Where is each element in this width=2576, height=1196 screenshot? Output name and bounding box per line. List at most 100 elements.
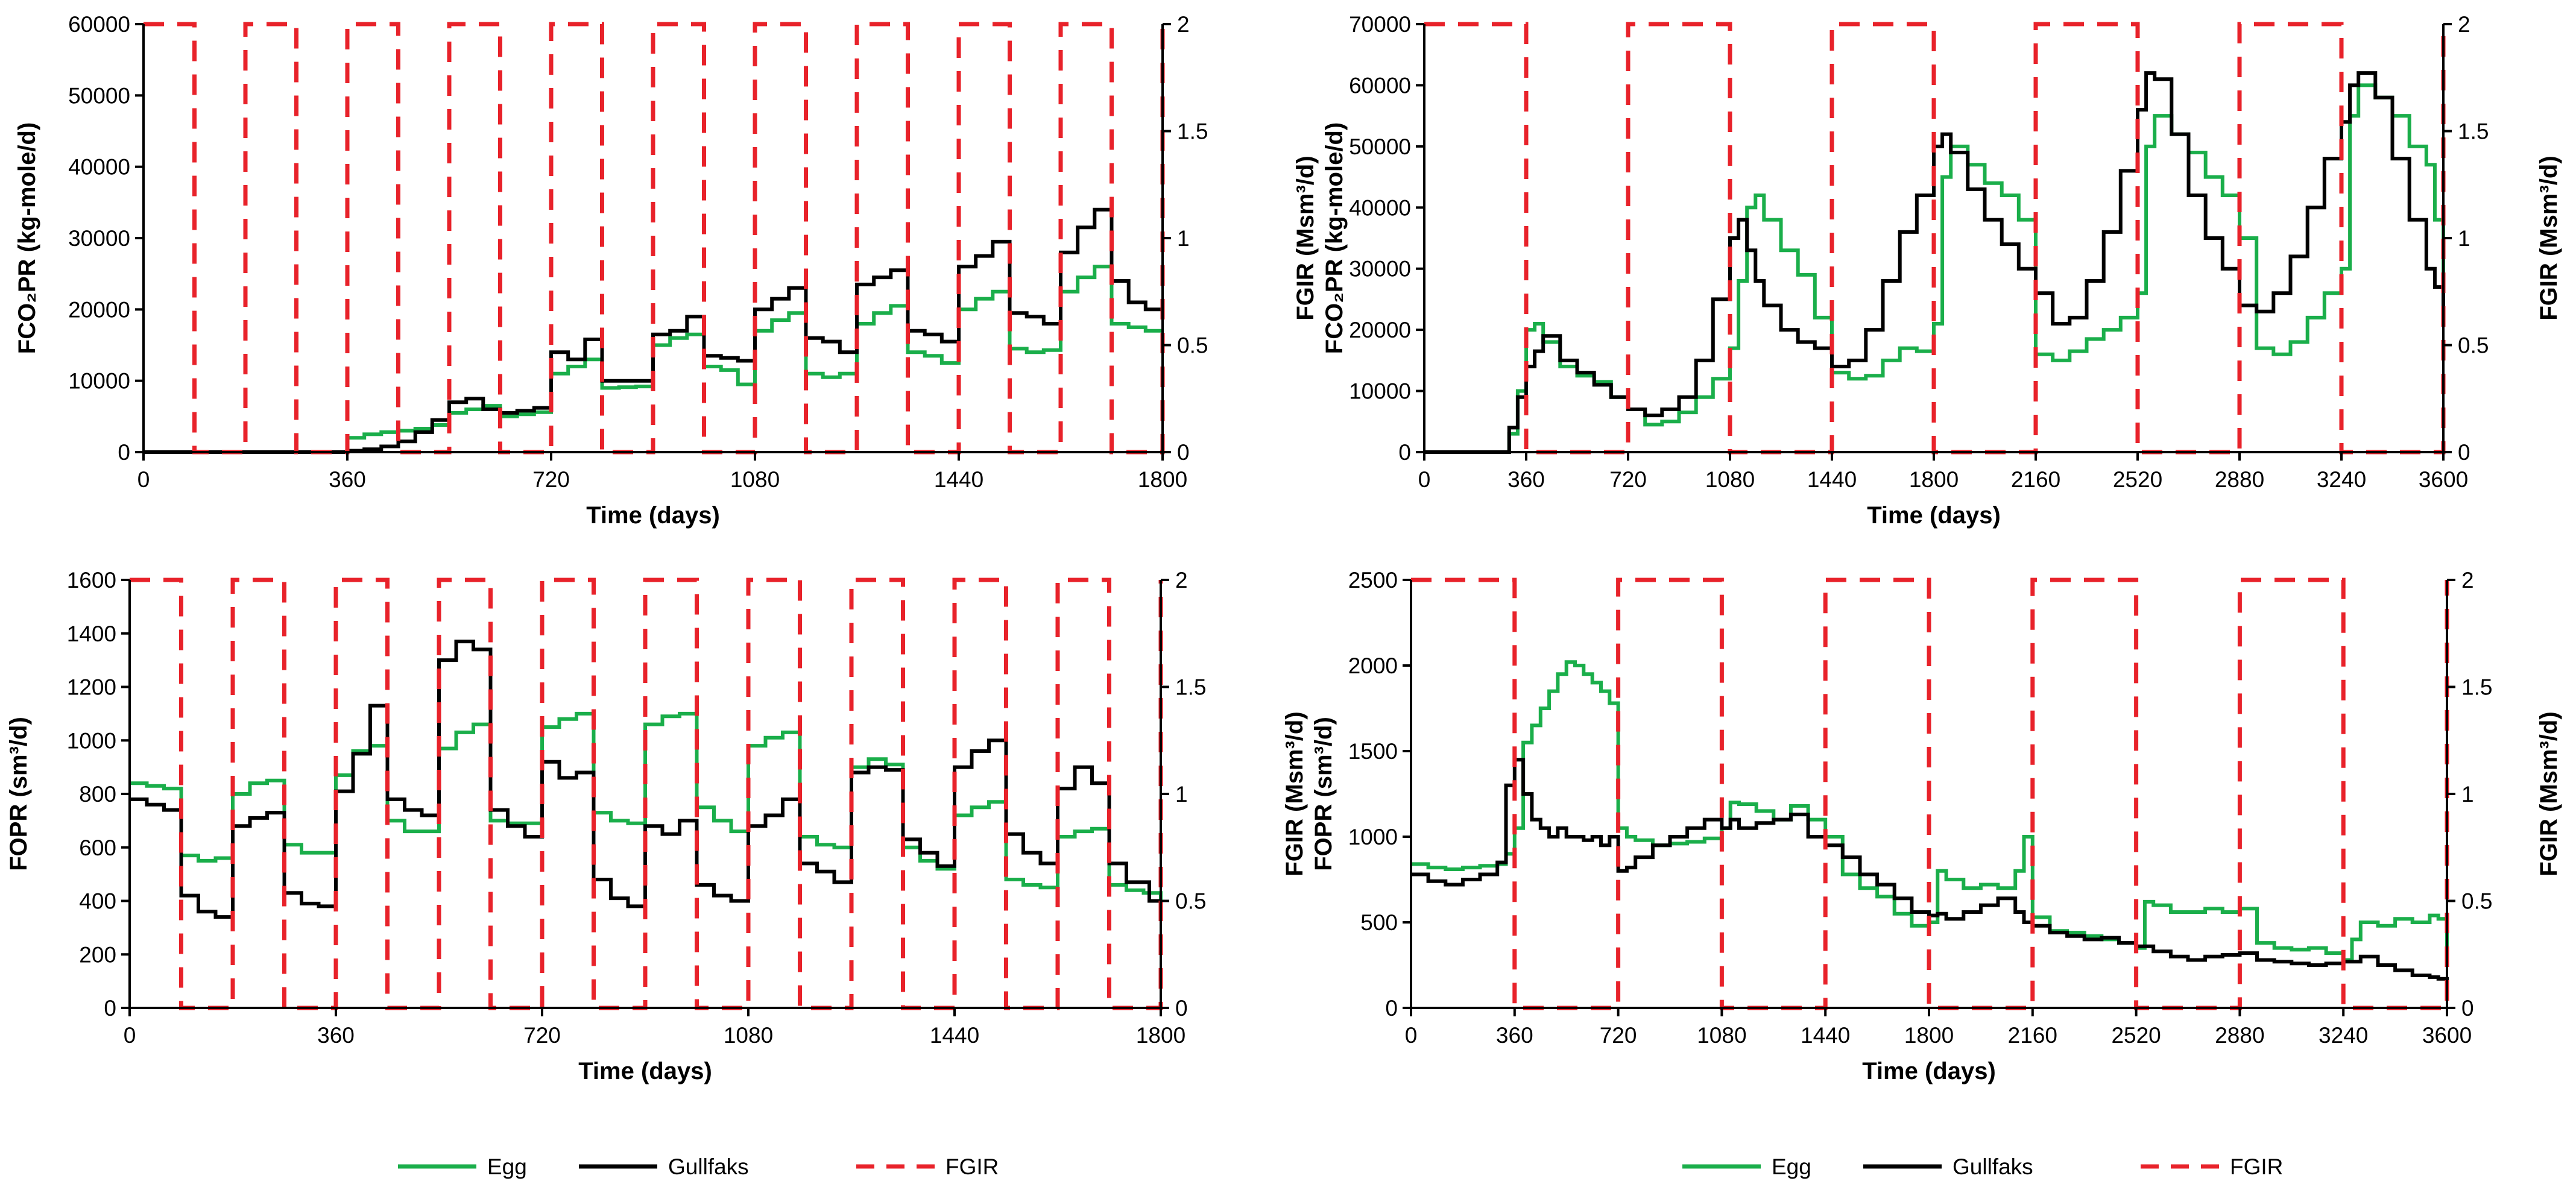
series-line-fgir	[1411, 578, 2449, 1010]
y-tick-label: 50000	[1349, 134, 1411, 159]
x-tick-label: 1440	[1801, 1023, 1850, 1048]
x-tick-label: 1800	[1909, 467, 1959, 492]
y-axis-label: FCO₂PR (kg-mole/d)	[1321, 122, 1348, 354]
series-line-fgir	[130, 578, 1163, 1010]
series-line-egg	[130, 711, 1163, 901]
y-tick-label: 1400	[67, 622, 116, 646]
y2-tick-label: 1.5	[2461, 675, 2492, 700]
legend-label-egg: Egg	[1772, 1154, 1811, 1179]
series-line-gullfaks	[144, 207, 1164, 454]
x-axis-label: Time (days)	[1862, 1058, 1996, 1084]
y2-axis-label: FGIR (Msm³/d)	[2536, 156, 2562, 320]
y-tick-label: 0	[1398, 440, 1411, 465]
x-tick-label: 3600	[2422, 1023, 2472, 1048]
chart-co2-production-3600: 0 360 720 1080 1440 1800 2160 2520 2880 3240 36000…	[1292, 12, 2562, 529]
legend-right: Egg Gullfaks FGIR	[1682, 1154, 2283, 1179]
y2-tick-label: 0.5	[1175, 889, 1206, 914]
y2-tick-label: 2	[2458, 12, 2470, 37]
y2-tick-label: 1	[1175, 782, 1188, 807]
y2-tick-label: 1	[2458, 226, 2470, 251]
y-tick-label: 20000	[1349, 318, 1411, 342]
x-tick-label: 3240	[2317, 467, 2366, 492]
chart-co2-production-1800: 0 360 720 1080 1440 1800010000200003000040000…	[14, 12, 1208, 529]
x-tick-label: 1080	[730, 467, 780, 492]
y-tick-label: 1500	[1348, 739, 1398, 764]
y-tick-label: 60000	[68, 12, 130, 37]
y2-tick-label: 0	[2458, 440, 2470, 465]
x-tick-label: 720	[532, 467, 570, 492]
x-tick-label: 2160	[2008, 1023, 2057, 1048]
y2-tick-label: 0	[2461, 996, 2474, 1021]
x-tick-label: 360	[329, 467, 366, 492]
y-tick-label: 200	[79, 942, 116, 967]
y-tick-label: 40000	[68, 155, 130, 180]
y-tick-label: 1200	[67, 675, 116, 700]
y-axis-label: FOPR (sm³/d)	[5, 717, 32, 871]
y2-tick-label: 0	[1175, 996, 1188, 1021]
y2-tick-label: 0.5	[2458, 333, 2489, 358]
y-tick-label: 1600	[67, 568, 116, 593]
series-line-fgir	[1424, 22, 2446, 455]
x-tick-label: 2520	[2111, 1023, 2161, 1048]
y-tick-label: 2000	[1348, 653, 1398, 678]
y2-tick-label: 1	[1177, 226, 1190, 251]
x-tick-label: 3240	[2319, 1023, 2368, 1048]
y-tick-label: 70000	[1349, 12, 1411, 37]
x-tick-label: 0	[1418, 467, 1431, 492]
y-tick-label: 10000	[1349, 379, 1411, 404]
x-tick-label: 0	[124, 1023, 136, 1048]
y2-tick-label: 0.5	[2461, 889, 2492, 914]
x-tick-label: 3600	[2419, 467, 2468, 492]
x-tick-label: 2520	[2113, 467, 2162, 492]
y-axis-label: FGIR (Msm³/d)	[1281, 711, 1308, 876]
y2-tick-label: 0	[1177, 440, 1190, 465]
y2-tick-label: 1.5	[1177, 119, 1208, 144]
y-tick-label: 1000	[67, 728, 116, 753]
x-tick-label: 1800	[1904, 1023, 1954, 1048]
y-tick-label: 60000	[1349, 73, 1411, 98]
x-axis-label: Time (days)	[578, 1058, 712, 1084]
x-tick-label: 720	[1600, 1023, 1637, 1048]
y2-tick-label: 2	[1175, 568, 1188, 593]
y2-tick-label: 0.5	[1177, 333, 1208, 358]
x-tick-label: 1800	[1136, 1023, 1185, 1048]
x-axis-label: Time (days)	[1867, 502, 2001, 529]
x-axis-label: Time (days)	[586, 502, 720, 529]
y2-axis-label: FGIR (Msm³/d)	[2536, 711, 2562, 876]
y-tick-label: 0	[1385, 996, 1398, 1021]
x-tick-label: 720	[523, 1023, 561, 1048]
x-tick-label: 0	[1405, 1023, 1418, 1048]
legend-label-gullfaks: Gullfaks	[668, 1154, 749, 1179]
x-tick-label: 2880	[2215, 467, 2264, 492]
y2-tick-label: 1.5	[2458, 119, 2489, 144]
y-tick-label: 2500	[1348, 568, 1398, 593]
chart-oil-production-3600: 0 360 720 1080 1440 1800 2160 2520 2880 3240 36000…	[1281, 568, 2562, 1084]
legend-label-gullfaks: Gullfaks	[1953, 1154, 2033, 1179]
legend-label-fgir: FGIR	[945, 1154, 999, 1179]
x-tick-label: 720	[1609, 467, 1647, 492]
y2-tick-label: 1.5	[1175, 675, 1206, 700]
y-tick-label: 0	[104, 996, 116, 1021]
y2-tick-label: 1	[2461, 782, 2474, 807]
x-tick-label: 360	[317, 1023, 355, 1048]
y-tick-label: 40000	[1349, 195, 1411, 220]
y-tick-label: 0	[118, 440, 130, 465]
y-axis-label: FOPR (sm³/d)	[1310, 717, 1337, 871]
series-line-gullfaks	[1411, 758, 2449, 981]
legend-left: Egg Gullfaks FGIR	[398, 1154, 999, 1179]
y2-tick-label: 2	[1177, 12, 1190, 37]
x-tick-label: 1440	[930, 1023, 979, 1048]
y-tick-label: 400	[79, 889, 116, 914]
y-tick-label: 1000	[1348, 825, 1398, 849]
x-tick-label: 1440	[934, 467, 983, 492]
x-tick-label: 1800	[1138, 467, 1187, 492]
y2-tick-label: 2	[2461, 568, 2474, 593]
x-tick-label: 2160	[2011, 467, 2060, 492]
y-tick-label: 30000	[68, 226, 130, 251]
series-line-egg	[1411, 660, 2449, 962]
x-tick-label: 1080	[1697, 1023, 1746, 1048]
x-tick-label: 360	[1507, 467, 1545, 492]
x-tick-label: 0	[137, 467, 150, 492]
y-tick-label: 50000	[68, 83, 130, 108]
chart-oil-production-1800: 0 360 720 1080 1440 1800020040060080010001200…	[5, 568, 1206, 1084]
